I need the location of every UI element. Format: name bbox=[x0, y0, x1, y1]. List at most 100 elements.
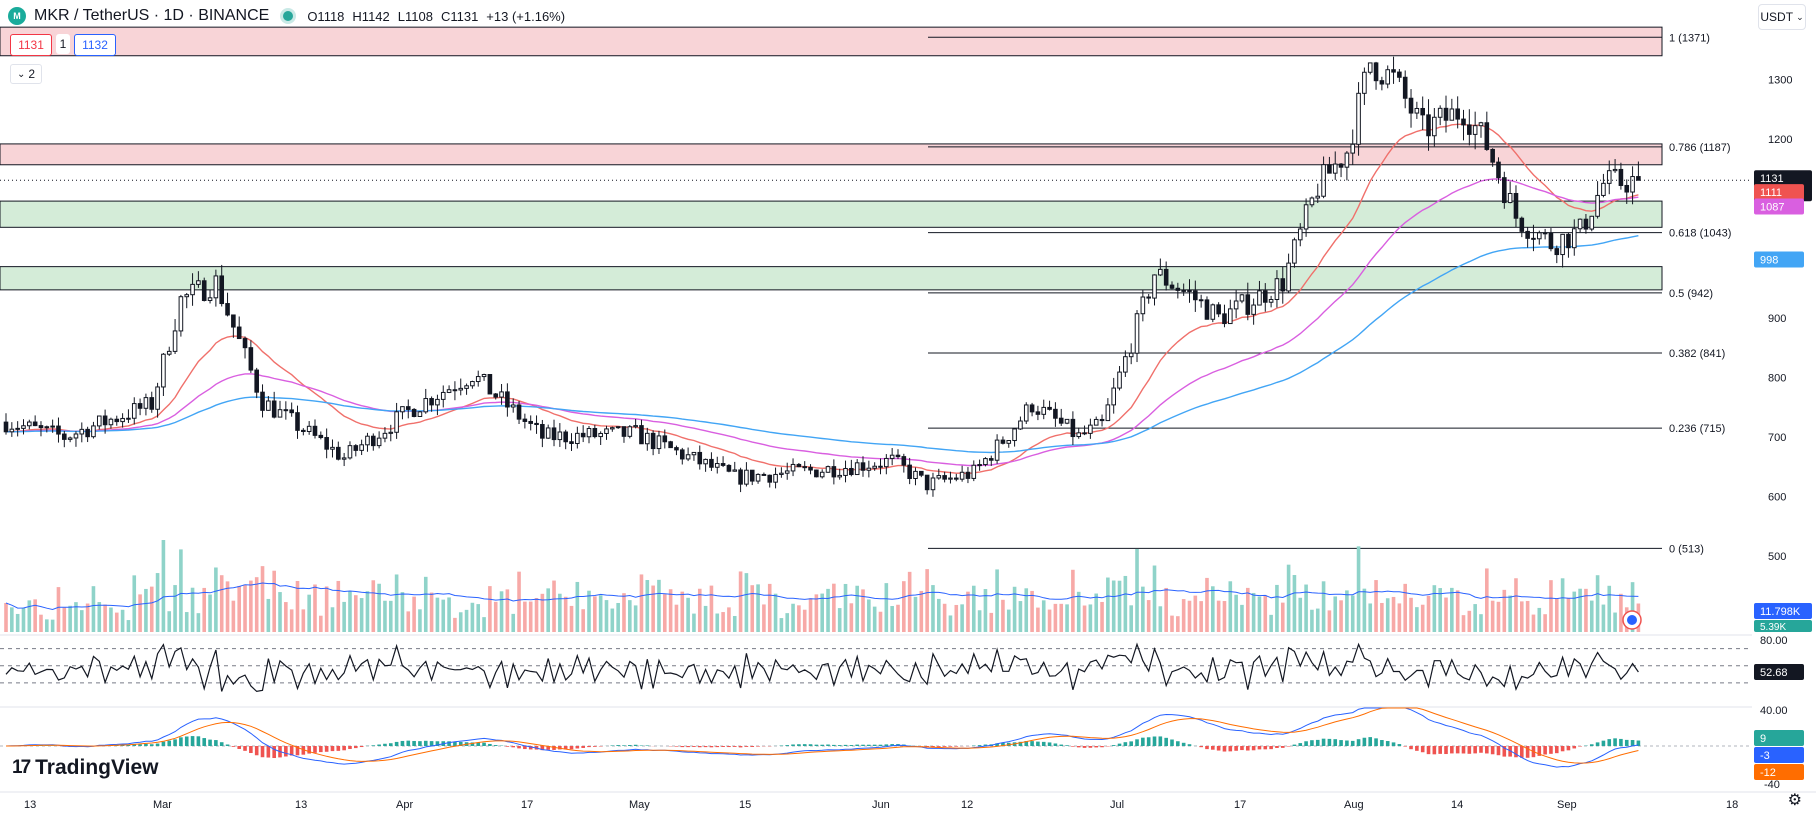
mkr-logo-icon: M bbox=[8, 7, 26, 25]
volume-bar bbox=[388, 600, 393, 632]
ohlc-high: H1142 bbox=[352, 8, 390, 24]
candle-up bbox=[184, 294, 190, 298]
candle-up bbox=[714, 463, 720, 468]
macd-histogram-bar bbox=[587, 746, 591, 748]
indicators-collapse-button[interactable]: ⌄ 2 bbox=[10, 64, 42, 84]
macd-histogram-bar bbox=[1339, 740, 1343, 746]
candle-down bbox=[895, 454, 901, 458]
macd-histogram-bar bbox=[1514, 746, 1518, 758]
volume-bar bbox=[925, 569, 929, 632]
volume-bar bbox=[709, 585, 714, 632]
settings-gear-icon[interactable]: ⚙ bbox=[1787, 792, 1802, 809]
price-axis-tick: 800 bbox=[1768, 372, 1786, 384]
candle-down bbox=[720, 463, 726, 466]
volume-bar bbox=[196, 613, 201, 632]
candle-up bbox=[178, 296, 184, 332]
candle-up bbox=[598, 432, 603, 438]
volume-bar bbox=[1036, 607, 1040, 632]
rsi-line bbox=[5, 642, 1639, 693]
volume-bar bbox=[1473, 604, 1477, 632]
candle-down bbox=[260, 391, 265, 411]
macd-histogram-bar bbox=[354, 746, 358, 749]
macd-histogram-bar bbox=[692, 746, 696, 747]
volume-bar bbox=[1514, 578, 1518, 632]
candle-up bbox=[1076, 432, 1082, 438]
sell-button[interactable]: 1131 bbox=[10, 34, 52, 56]
rsi-tick-lower: 40.00 bbox=[1760, 705, 1788, 717]
macd-histogram-bar bbox=[1560, 746, 1565, 752]
candle-up bbox=[866, 467, 872, 471]
candle-up bbox=[1152, 274, 1157, 299]
candle-down bbox=[225, 303, 230, 316]
candle-up bbox=[1140, 296, 1146, 315]
macd-tick: -40 bbox=[1764, 779, 1780, 791]
volume-bar bbox=[243, 584, 247, 632]
volume-bar bbox=[1257, 596, 1262, 632]
tradingview-logo[interactable]: 17 TradingView bbox=[12, 756, 158, 780]
macd-histogram-bar bbox=[855, 744, 859, 746]
volume-bar bbox=[120, 609, 125, 632]
macd-histogram-bar bbox=[196, 736, 201, 746]
candle-down bbox=[1542, 232, 1548, 235]
candle-down bbox=[283, 409, 289, 412]
time-axis-tick: 17 bbox=[521, 799, 533, 811]
candle-down bbox=[796, 463, 802, 468]
macd-histogram-bar bbox=[861, 744, 865, 746]
macd-histogram-bar bbox=[1333, 739, 1338, 746]
volume-bar bbox=[50, 619, 55, 632]
macd-histogram-bar bbox=[1100, 746, 1104, 748]
candle-down bbox=[1000, 439, 1006, 444]
macd-histogram-bar bbox=[581, 746, 585, 748]
volume-bar bbox=[307, 594, 311, 632]
candle-up bbox=[779, 472, 784, 475]
candle-up bbox=[1239, 294, 1245, 302]
volume-bar bbox=[1543, 614, 1547, 632]
volume-bar bbox=[1211, 586, 1215, 632]
macd-signal-tag-bg bbox=[1754, 764, 1804, 780]
macd-histogram-bar bbox=[1554, 746, 1559, 754]
volume-bar bbox=[1461, 615, 1466, 632]
volume-bar bbox=[10, 607, 14, 632]
candle-down bbox=[62, 433, 67, 440]
rsi-value-tag-bg bbox=[1754, 663, 1804, 680]
candle-up bbox=[190, 283, 195, 296]
macd-histogram-bar bbox=[132, 744, 137, 746]
candle-up bbox=[685, 454, 691, 460]
macd-histogram-bar bbox=[942, 746, 947, 747]
candle-down bbox=[289, 409, 294, 414]
candle-up bbox=[330, 446, 335, 450]
macd-histogram-bar bbox=[744, 746, 749, 747]
candle-down bbox=[1373, 62, 1379, 82]
buy-button[interactable]: 1132 bbox=[74, 34, 116, 56]
candle-down bbox=[1169, 284, 1175, 289]
candle-up bbox=[1478, 122, 1484, 127]
macd-histogram-bar bbox=[1520, 746, 1524, 758]
macd-histogram-bar bbox=[1566, 746, 1571, 751]
volume-bar bbox=[1298, 597, 1303, 632]
macd-histogram-bar bbox=[1164, 737, 1168, 746]
macd-histogram-bar bbox=[1111, 745, 1116, 746]
macd-histogram-bar bbox=[622, 745, 626, 746]
currency-select[interactable]: USDT ⌄ bbox=[1758, 4, 1806, 30]
candle-down bbox=[1548, 232, 1554, 250]
candle-down bbox=[1618, 168, 1624, 186]
volume-bar bbox=[1199, 601, 1203, 632]
macd-histogram-bar bbox=[1432, 746, 1437, 755]
macd-histogram-bar bbox=[418, 741, 422, 746]
volume-bar bbox=[1368, 603, 1373, 632]
candle-down bbox=[668, 441, 673, 449]
volume-bar bbox=[1578, 588, 1582, 632]
ohlc-change: +13 (+1.16%) bbox=[486, 8, 566, 24]
symbol-title[interactable]: MKR / TetherUS · 1D · BINANCE bbox=[34, 7, 270, 24]
candle-down bbox=[1204, 299, 1210, 320]
tradingview-brand: TradingView bbox=[35, 756, 159, 779]
candle-up bbox=[1111, 387, 1117, 406]
macd-histogram-bar bbox=[832, 744, 836, 746]
candle-up bbox=[633, 425, 638, 428]
candle-up bbox=[15, 427, 20, 430]
volume-bar bbox=[1187, 600, 1192, 632]
macd-histogram-tag-bg bbox=[1754, 730, 1804, 746]
volume-bar bbox=[546, 588, 550, 632]
macd-histogram-bar bbox=[1024, 740, 1029, 746]
